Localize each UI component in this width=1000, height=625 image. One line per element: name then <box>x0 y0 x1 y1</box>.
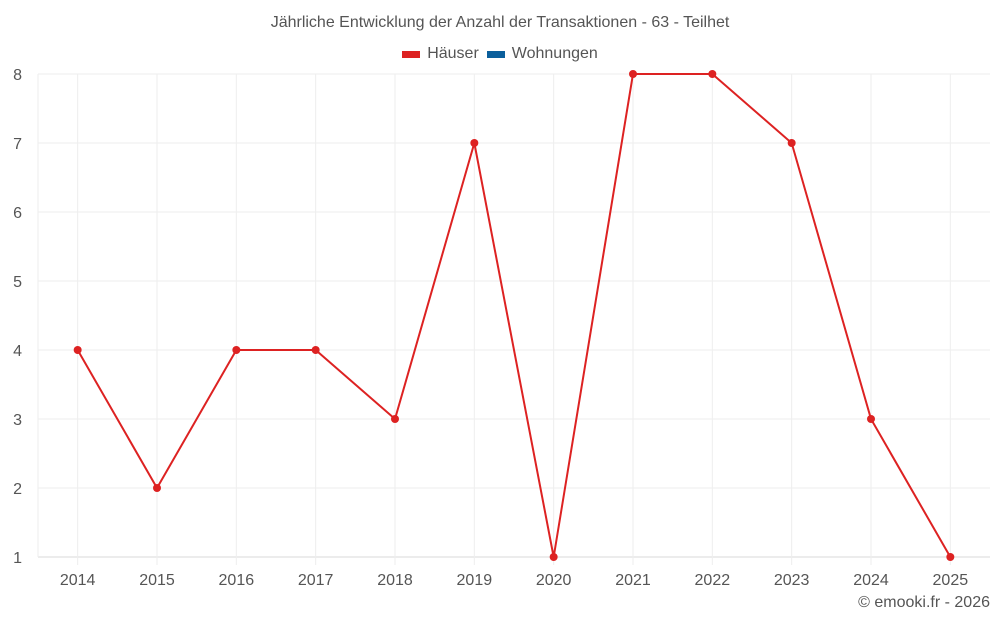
gridlines <box>37 73 990 565</box>
data-point[interactable] <box>549 553 558 561</box>
x-tick-label: 2022 <box>695 572 731 589</box>
data-point[interactable] <box>311 346 320 354</box>
x-tick-label: 2021 <box>615 572 651 589</box>
legend-swatch-haeuser-icon <box>402 50 421 58</box>
y-tick-label: 6 <box>13 205 22 222</box>
x-axis-labels: 2014 2015 2016 2017 2018 2019 2020 2021 2022 2023… <box>60 572 968 589</box>
data-point[interactable] <box>708 70 717 78</box>
data-point[interactable] <box>629 70 637 78</box>
y-axis-labels: 1 2 3 4 5 6 7 8 <box>13 67 22 567</box>
x-tick-label: 2023 <box>774 572 810 589</box>
y-tick-label: 5 <box>13 274 22 291</box>
data-point[interactable] <box>946 553 955 561</box>
x-tick-label: 2018 <box>377 572 413 589</box>
x-tick-label: 2025 <box>933 572 969 589</box>
x-tick-label: 2017 <box>298 572 334 589</box>
x-tick-label: 2014 <box>60 572 96 589</box>
series-line-häuser <box>76 73 952 558</box>
x-tick-label: 2016 <box>219 572 255 589</box>
data-point[interactable] <box>153 484 161 492</box>
y-tick-label: 2 <box>13 481 22 498</box>
chart-title: Jährliche Entwicklung der Anzahl der Tra… <box>270 14 730 31</box>
y-tick-label: 4 <box>13 343 22 360</box>
legend-label-haeuser: Häuser <box>427 45 479 62</box>
data-point[interactable] <box>787 139 796 147</box>
data-point[interactable] <box>232 346 241 354</box>
legend-item-haeuser[interactable]: Häuser <box>402 45 479 63</box>
x-tick-label: 2024 <box>853 572 889 589</box>
x-tick-label: 2019 <box>457 572 493 589</box>
y-tick-label: 1 <box>13 550 22 567</box>
y-tick-label: 3 <box>13 412 22 429</box>
data-point[interactable] <box>470 139 479 147</box>
legend-item-wohnungen[interactable]: Wohnungen <box>486 45 598 63</box>
copyright-footer: © emooki.fr - 2026 <box>858 594 990 611</box>
data-point[interactable] <box>867 415 875 423</box>
legend-label-wohnungen: Wohnungen <box>511 45 598 62</box>
data-point[interactable] <box>391 415 399 423</box>
data-point[interactable] <box>73 346 82 354</box>
y-tick-label: 8 <box>13 67 22 84</box>
legend: Häuser Wohnungen <box>0 45 1000 63</box>
legend-swatch-wohnungen-icon <box>486 50 505 58</box>
x-tick-label: 2015 <box>139 572 175 589</box>
series-lines <box>73 70 955 561</box>
x-tick-label: 2020 <box>536 572 572 589</box>
y-tick-label: 7 <box>13 136 22 153</box>
